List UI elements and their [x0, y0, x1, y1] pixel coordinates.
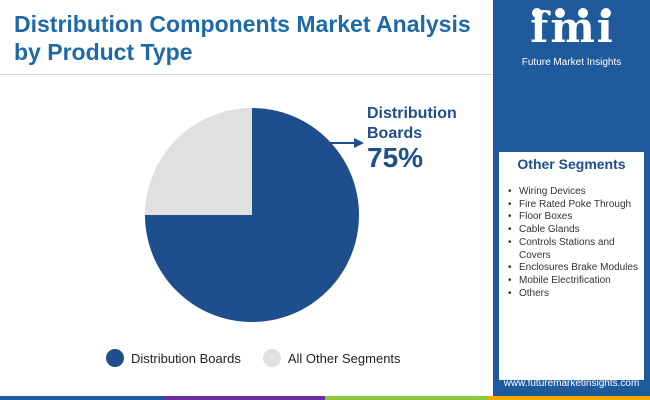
callout-segment-name: Distribution Boards [367, 105, 457, 142]
legend-item-distribution-boards: Distribution Boards [106, 349, 241, 367]
logo-subtitle: Future Market Insights [521, 57, 622, 68]
chart-title: Distribution Components Market Analysis … [14, 11, 471, 65]
list-item: Fire Rated Poke Through [505, 199, 642, 212]
legend-swatch [106, 349, 124, 367]
other-segments-heading: Other Segments [517, 156, 626, 172]
bottom-color-bar [0, 396, 650, 400]
chart-panel: Distribution Components Market Analysis … [0, 11, 493, 369]
pie-slice-all-other-segments [145, 108, 252, 215]
website-link[interactable]: www.futuremarketinsights.com [503, 378, 640, 389]
pie-slices [145, 108, 359, 322]
color-stripe [487, 396, 650, 400]
list-item: Floor Boxes [505, 211, 642, 224]
other-segments-card: Other Segments Wiring Devices Fire Rated… [499, 152, 644, 380]
logo-icons-strip [532, 8, 611, 18]
color-stripe [0, 396, 163, 400]
list-item: Enclosures Brake Modules [505, 262, 642, 275]
legend-label: All Other Segments [287, 350, 401, 366]
chart-legend: Distribution Boards All Other Segments [106, 347, 423, 369]
list-item: Wiring Devices [505, 186, 642, 199]
legend-label: Distribution Boards [131, 350, 241, 366]
title-divider [0, 74, 493, 75]
legend-swatch [262, 349, 281, 367]
fmi-logo: fmi Future Market Insights [493, 0, 650, 75]
list-item: Controls Stations and Covers [505, 237, 642, 262]
color-stripe [325, 396, 488, 400]
color-stripe [162, 396, 325, 400]
pie-chart [145, 108, 364, 322]
legend-item-all-other-segments: All Other Segments [262, 349, 401, 367]
list-item: Cable Glands [505, 224, 642, 237]
callout-arrow [330, 138, 364, 148]
other-segments-list: Wiring Devices Fire Rated Poke Through F… [505, 186, 642, 300]
logo-wordmark: fmi [530, 3, 615, 52]
callout-percentage: 75% [367, 142, 424, 173]
list-item: Mobile Electrification [505, 275, 642, 288]
sidebar: fmi Future Market Insights Other Segment… [493, 0, 650, 400]
list-item: Others [505, 288, 642, 301]
